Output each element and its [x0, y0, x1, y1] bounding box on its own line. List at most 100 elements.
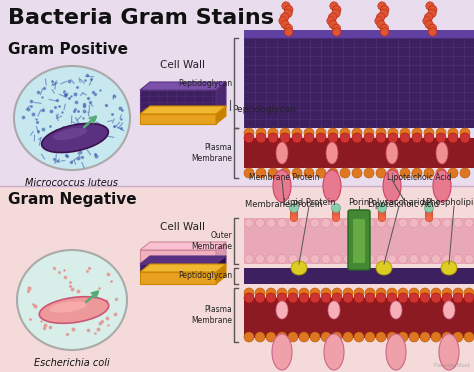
- Ellipse shape: [291, 261, 307, 275]
- Ellipse shape: [433, 170, 451, 202]
- Circle shape: [316, 128, 326, 138]
- Circle shape: [288, 293, 298, 303]
- Circle shape: [300, 254, 309, 263]
- Circle shape: [428, 9, 436, 17]
- Circle shape: [277, 254, 286, 263]
- Circle shape: [310, 332, 320, 342]
- Circle shape: [453, 293, 463, 303]
- Text: Plasma
Membrane: Plasma Membrane: [191, 143, 232, 163]
- Circle shape: [380, 9, 388, 17]
- Bar: [244, 268, 474, 284]
- Circle shape: [268, 133, 278, 143]
- Circle shape: [425, 214, 433, 222]
- Polygon shape: [216, 242, 226, 264]
- Text: Peptidoglycan: Peptidoglycan: [178, 78, 232, 87]
- Circle shape: [378, 212, 386, 220]
- Circle shape: [365, 293, 375, 303]
- Circle shape: [328, 168, 338, 178]
- Ellipse shape: [324, 334, 344, 370]
- Circle shape: [266, 288, 276, 298]
- Ellipse shape: [49, 301, 87, 312]
- Circle shape: [443, 254, 452, 263]
- Circle shape: [310, 218, 319, 228]
- Circle shape: [425, 210, 433, 218]
- Circle shape: [292, 168, 302, 178]
- Circle shape: [299, 293, 309, 303]
- Circle shape: [425, 206, 433, 214]
- Text: Bacteria Gram Stains: Bacteria Gram Stains: [8, 8, 274, 28]
- Circle shape: [425, 212, 433, 220]
- Circle shape: [355, 254, 364, 263]
- Ellipse shape: [386, 334, 406, 370]
- Circle shape: [425, 13, 433, 21]
- Circle shape: [352, 133, 362, 143]
- Circle shape: [454, 254, 463, 263]
- Circle shape: [442, 293, 452, 303]
- Circle shape: [378, 2, 386, 10]
- FancyBboxPatch shape: [353, 219, 365, 263]
- Circle shape: [388, 218, 396, 228]
- Ellipse shape: [441, 261, 457, 275]
- Circle shape: [387, 288, 397, 298]
- Circle shape: [328, 128, 338, 138]
- Polygon shape: [140, 272, 216, 284]
- Circle shape: [431, 254, 440, 263]
- Text: Cell Wall: Cell Wall: [161, 60, 206, 70]
- Polygon shape: [140, 106, 226, 114]
- Circle shape: [376, 293, 386, 303]
- Circle shape: [244, 133, 254, 143]
- Circle shape: [354, 332, 364, 342]
- Ellipse shape: [53, 128, 87, 140]
- Circle shape: [289, 254, 298, 263]
- Polygon shape: [216, 82, 226, 114]
- Circle shape: [277, 332, 287, 342]
- Circle shape: [332, 9, 340, 17]
- Circle shape: [424, 133, 434, 143]
- Text: Micrococcus luteus: Micrococcus luteus: [26, 178, 119, 188]
- Circle shape: [431, 288, 441, 298]
- Circle shape: [380, 28, 389, 36]
- Circle shape: [340, 168, 350, 178]
- Circle shape: [328, 133, 338, 143]
- Circle shape: [376, 288, 386, 298]
- Ellipse shape: [326, 142, 338, 164]
- Polygon shape: [140, 256, 226, 264]
- Circle shape: [299, 288, 309, 298]
- Circle shape: [281, 20, 289, 29]
- Circle shape: [277, 288, 287, 298]
- Circle shape: [256, 168, 266, 178]
- Circle shape: [420, 332, 430, 342]
- Circle shape: [436, 133, 446, 143]
- Ellipse shape: [376, 261, 392, 275]
- Circle shape: [332, 212, 340, 220]
- Circle shape: [364, 168, 374, 178]
- Circle shape: [378, 206, 386, 214]
- Circle shape: [290, 214, 298, 222]
- Circle shape: [310, 293, 320, 303]
- Circle shape: [423, 17, 431, 25]
- Circle shape: [332, 288, 342, 298]
- Text: Membrane Protein: Membrane Protein: [245, 200, 323, 209]
- Polygon shape: [216, 256, 226, 272]
- Circle shape: [332, 332, 342, 342]
- Circle shape: [465, 254, 474, 263]
- Circle shape: [354, 288, 364, 298]
- Circle shape: [255, 293, 265, 303]
- Circle shape: [378, 210, 386, 218]
- Circle shape: [376, 128, 386, 138]
- Circle shape: [378, 208, 386, 216]
- Circle shape: [343, 332, 353, 342]
- Text: Gram Positive: Gram Positive: [8, 42, 128, 57]
- Circle shape: [388, 254, 396, 263]
- Circle shape: [410, 218, 419, 228]
- Circle shape: [436, 168, 446, 178]
- Circle shape: [332, 208, 340, 216]
- Polygon shape: [140, 114, 216, 124]
- Text: ©areabylllust: ©areabylllust: [432, 362, 470, 368]
- Ellipse shape: [328, 301, 340, 319]
- Circle shape: [332, 254, 341, 263]
- Circle shape: [381, 6, 389, 14]
- Circle shape: [245, 254, 254, 263]
- Bar: [244, 298, 474, 338]
- Circle shape: [304, 168, 314, 178]
